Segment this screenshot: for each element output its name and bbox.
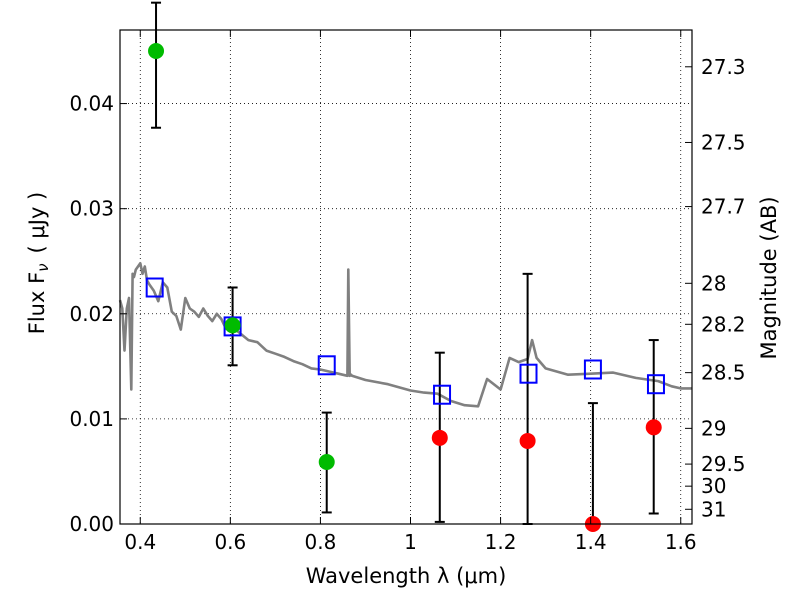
observed-point — [645, 419, 662, 436]
x-tick-label: 1.6 — [665, 530, 697, 554]
right-tick-label: 27.7 — [701, 195, 746, 219]
y-tick-label: 0.01 — [69, 407, 114, 431]
model-point — [145, 277, 164, 298]
error-bar — [587, 402, 598, 524]
x-tick-label: 0.4 — [124, 530, 156, 554]
axis-ticks: 0.4 0.6 0.8 1 1.2 1.4 1.6 0.00 0.01 0.02 0.03 0.04 2… — [69, 30, 746, 554]
right-tick-label: 28 — [701, 271, 726, 295]
error-bar — [151, 1, 162, 129]
y-axis-title-unit: ( μJy ) — [25, 192, 49, 254]
right-tick-label: 31 — [701, 497, 726, 521]
x-tick-label: 0.8 — [305, 530, 337, 554]
right-tick-label: 28.5 — [701, 361, 746, 385]
model-spectrum — [118, 261, 692, 408]
right-tick-label: 28.2 — [701, 312, 746, 336]
x-tick-label: 1.2 — [485, 530, 517, 554]
observed-point — [519, 432, 536, 449]
model-point — [317, 355, 336, 376]
y-axis-title-subscript: ν — [34, 263, 52, 271]
x-axis-title: Wavelength λ (μm) — [306, 564, 507, 588]
x-tick-label: 1.4 — [575, 530, 607, 554]
right-tick-label: 27.5 — [701, 130, 746, 154]
y-tick-label: 0.04 — [69, 92, 114, 116]
plot-frame — [119, 29, 693, 525]
spectrum-line — [118, 261, 692, 408]
observed-point — [318, 453, 335, 470]
right-tick-label: 29.5 — [701, 452, 746, 476]
right-tick-label: 30 — [701, 474, 726, 498]
grid — [120, 30, 692, 525]
model-point — [519, 363, 538, 384]
model-point — [646, 374, 665, 395]
observed-point — [148, 43, 165, 60]
model-point — [583, 359, 602, 380]
right-axis-title: Magnitude (AB) — [757, 196, 781, 359]
right-tick-label: 29 — [701, 416, 726, 440]
y-tick-label: 0.00 — [69, 512, 114, 536]
y-tick-label: 0.02 — [69, 302, 114, 326]
error-bar — [522, 272, 533, 525]
data-markers — [145, 43, 665, 532]
y-axis-title: Flux Fν ( μJy ) — [25, 192, 52, 335]
x-tick-label: 1 — [404, 530, 417, 554]
model-point — [433, 384, 452, 405]
error-bars — [151, 1, 659, 525]
observed-point — [431, 429, 448, 446]
y-tick-label: 0.03 — [69, 197, 114, 221]
y-axis-title-main: Flux F — [25, 272, 49, 334]
x-tick-label: 0.6 — [214, 530, 246, 554]
observed-point — [224, 317, 241, 334]
right-tick-label: 27.3 — [701, 55, 746, 79]
